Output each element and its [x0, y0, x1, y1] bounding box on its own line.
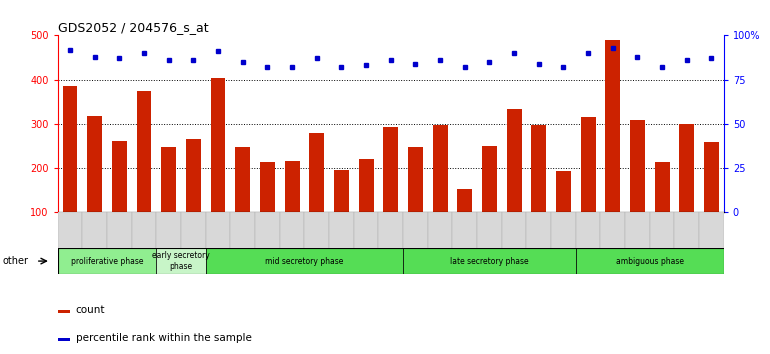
Bar — [137, 91, 152, 257]
Bar — [353, 212, 378, 250]
Bar — [260, 162, 275, 257]
Bar — [576, 212, 601, 250]
Bar — [285, 161, 300, 257]
Bar — [58, 248, 156, 274]
Bar — [433, 125, 447, 257]
Bar — [699, 212, 724, 250]
Bar — [457, 189, 472, 257]
Bar — [679, 124, 695, 257]
Bar — [87, 116, 102, 257]
Bar — [531, 125, 546, 257]
Bar — [601, 212, 625, 250]
Bar — [58, 338, 70, 341]
Bar — [359, 159, 373, 257]
Text: proliferative phase: proliferative phase — [71, 257, 143, 266]
Bar — [428, 212, 453, 250]
Bar — [162, 147, 176, 257]
Bar — [605, 40, 620, 257]
Bar — [230, 212, 255, 250]
Bar — [576, 248, 724, 274]
Bar — [477, 212, 502, 250]
Bar — [551, 212, 576, 250]
Text: ambiguous phase: ambiguous phase — [616, 257, 684, 266]
Bar — [82, 212, 107, 250]
Bar — [310, 133, 324, 257]
Bar — [507, 109, 521, 257]
Bar — [453, 212, 477, 250]
Bar — [675, 212, 699, 250]
Bar — [650, 212, 675, 250]
Text: GDS2052 / 204576_s_at: GDS2052 / 204576_s_at — [58, 21, 209, 34]
Text: mid secretory phase: mid secretory phase — [265, 257, 343, 266]
Bar — [581, 117, 595, 257]
Bar — [329, 212, 353, 250]
Bar — [502, 212, 527, 250]
Bar — [556, 171, 571, 257]
Bar — [112, 141, 127, 257]
Text: early secretory
phase: early secretory phase — [152, 251, 210, 271]
Bar — [408, 147, 423, 257]
Bar — [211, 78, 226, 257]
Bar — [206, 212, 230, 250]
Bar — [58, 310, 70, 313]
Bar — [403, 212, 428, 250]
Bar — [58, 212, 82, 250]
Text: count: count — [75, 305, 105, 315]
Bar — [654, 162, 670, 257]
Bar — [334, 170, 349, 257]
Bar — [236, 147, 250, 257]
Text: late secretory phase: late secretory phase — [450, 257, 529, 266]
Bar — [704, 142, 719, 257]
Bar — [527, 212, 551, 250]
Bar — [156, 212, 181, 250]
Bar — [403, 248, 576, 274]
Bar — [482, 146, 497, 257]
Bar — [206, 248, 403, 274]
Bar — [255, 212, 280, 250]
Bar — [107, 212, 132, 250]
Bar — [383, 127, 398, 257]
Bar — [625, 212, 650, 250]
Bar — [186, 139, 201, 257]
Bar — [132, 212, 156, 250]
Bar — [630, 120, 644, 257]
Text: percentile rank within the sample: percentile rank within the sample — [75, 333, 252, 343]
Bar — [280, 212, 304, 250]
Text: other: other — [3, 256, 29, 266]
Bar — [181, 212, 206, 250]
Bar — [62, 86, 78, 257]
Bar — [304, 212, 329, 250]
Bar — [156, 248, 206, 274]
Bar — [378, 212, 403, 250]
